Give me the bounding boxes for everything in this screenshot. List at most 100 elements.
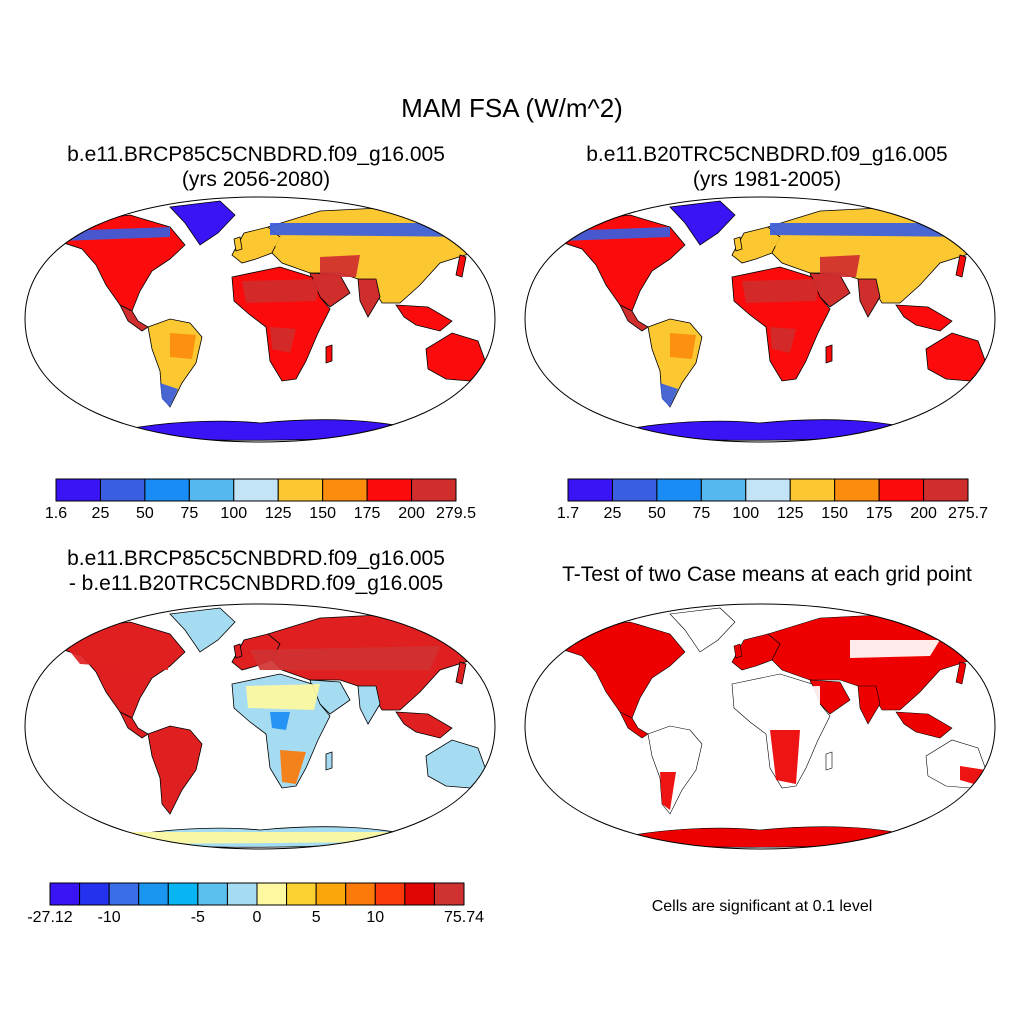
colorbar-tick-label: 275.7: [947, 505, 989, 522]
map-outline: [524, 603, 996, 850]
land-se-asia: [395, 711, 453, 739]
panel3-colorbar: [49, 882, 465, 906]
land-greenland: [169, 200, 236, 246]
land-japan: [455, 661, 467, 685]
colorbar-box: [366, 478, 413, 502]
land-se-asia: [895, 304, 953, 332]
colorbar-tick-label: 200: [398, 505, 425, 522]
colorbar-tick-label: 279.5: [435, 505, 477, 522]
panel2-title-line1: b.e11.B20TRC5CNBDRD.f09_g16.005: [586, 143, 948, 166]
land-new-zealand: [485, 376, 495, 394]
siberia-nonsig: [850, 640, 940, 658]
colorbar-tick-label: 50: [135, 505, 154, 522]
colorbar-tick-label: 75: [692, 505, 711, 522]
colorbar-box: [55, 478, 101, 502]
land-japan: [955, 254, 967, 278]
colorbar-tick-label: 75.74: [443, 909, 485, 926]
sahara-region: [742, 279, 820, 303]
colorbar-tick-label: 200: [910, 505, 937, 522]
land-greenland: [669, 607, 736, 653]
panel3-title-line2: - b.e11.B20TRC5CNBDRD.f09_g16.005: [68, 572, 444, 595]
land-uk: [233, 643, 243, 659]
colorbar-box: [404, 882, 435, 906]
colorbar-box: [656, 478, 702, 502]
colorbar-tick-label: 5: [311, 909, 321, 926]
land-central-america: [119, 711, 149, 739]
colorbar-box: [79, 882, 110, 906]
colorbar-box: [345, 882, 376, 906]
colorbar-tick-label: 1.7: [556, 505, 580, 522]
colorbar-tick-label: -5: [190, 909, 205, 926]
land-japan: [455, 254, 467, 278]
panel3-map: [24, 603, 496, 850]
eurasia-warm-region: [250, 646, 440, 670]
land-uk: [733, 236, 743, 252]
land-antarctica: [607, 826, 921, 848]
land-greenland: [169, 607, 236, 653]
land-se-asia: [395, 304, 453, 332]
land-se-asia: [895, 711, 953, 739]
colorbar-tick-label: 125: [264, 505, 292, 522]
land-india: [357, 685, 381, 725]
land-north-america: [559, 621, 686, 719]
colorbar-tick-label: 1.6: [44, 505, 68, 522]
colorbar-box: [322, 478, 368, 502]
colorbar-tick-label: 10: [366, 909, 385, 926]
colorbar-tick-label: 175: [353, 505, 381, 522]
land-south-america: [647, 725, 703, 815]
colorbar-tick-label: 100: [732, 505, 760, 522]
land-madagascar: [325, 344, 333, 364]
patagonia-sig-region: [660, 772, 676, 810]
panel2-colorbar: [567, 478, 969, 502]
australia-sig-region: [960, 766, 986, 784]
land-madagascar: [325, 751, 333, 771]
amazon-region: [670, 333, 696, 359]
map-outline: [24, 603, 496, 850]
colorbar-tick-label: 75: [180, 505, 199, 522]
land-india: [857, 278, 881, 318]
eurasia-midlat-band: [770, 237, 980, 257]
map-land-group: [559, 200, 995, 441]
colorbar-box: [374, 882, 406, 906]
sahara-region: [242, 279, 320, 303]
land-north-america: [59, 621, 186, 719]
panel1-title-line1: b.e11.BRCP85C5CNBDRD.f09_g16.005: [67, 143, 445, 166]
colorbar-box: [49, 882, 81, 906]
colorbar-tick-label: 125: [776, 505, 804, 522]
colorbar-box: [144, 478, 190, 502]
colorbar-box: [226, 882, 258, 906]
arctic-eurasia-band: [770, 223, 990, 237]
colorbar-box: [188, 478, 235, 502]
colorbar-tick-label: 25: [603, 505, 622, 522]
map-land-group: [59, 200, 495, 441]
sahara-nonsig: [746, 686, 820, 710]
central-africa-region: [770, 327, 796, 353]
colorbar-tick-label: 175: [865, 505, 893, 522]
colorbar-box: [233, 478, 279, 502]
colorbar-tick-label: 100: [220, 505, 248, 522]
land-india: [857, 685, 881, 725]
central-asia-region: [820, 255, 860, 277]
map-land-group: [59, 607, 495, 848]
land-central-america: [619, 304, 649, 332]
colorbar-box: [834, 478, 880, 502]
panel4-map: [524, 603, 996, 850]
arctic-eurasia-band: [270, 223, 490, 237]
colorbar-box: [138, 882, 169, 906]
eurasia-midlat-band: [270, 237, 480, 257]
panel2-title-line2: (yrs 1981-2005): [692, 168, 842, 191]
colorbar-box: [108, 882, 140, 906]
central-africa-region: [270, 327, 296, 353]
colorbar-box: [256, 882, 288, 906]
colorbar-box: [700, 478, 747, 502]
colorbar-box: [167, 882, 199, 906]
colorbar-box: [315, 882, 347, 906]
panel3-title-line1: b.e11.BRCP85C5CNBDRD.f09_g16.005: [67, 547, 445, 570]
antarctica-mixed-band: [120, 832, 410, 844]
colorbar-tick-label: 150: [821, 505, 849, 522]
significance-note: Cells are significant at 0.1 level: [651, 898, 873, 915]
land-antarctica: [107, 419, 421, 441]
colorbar-box: [567, 478, 613, 502]
central-asia-region: [320, 255, 360, 277]
panel2-map: [524, 196, 996, 443]
